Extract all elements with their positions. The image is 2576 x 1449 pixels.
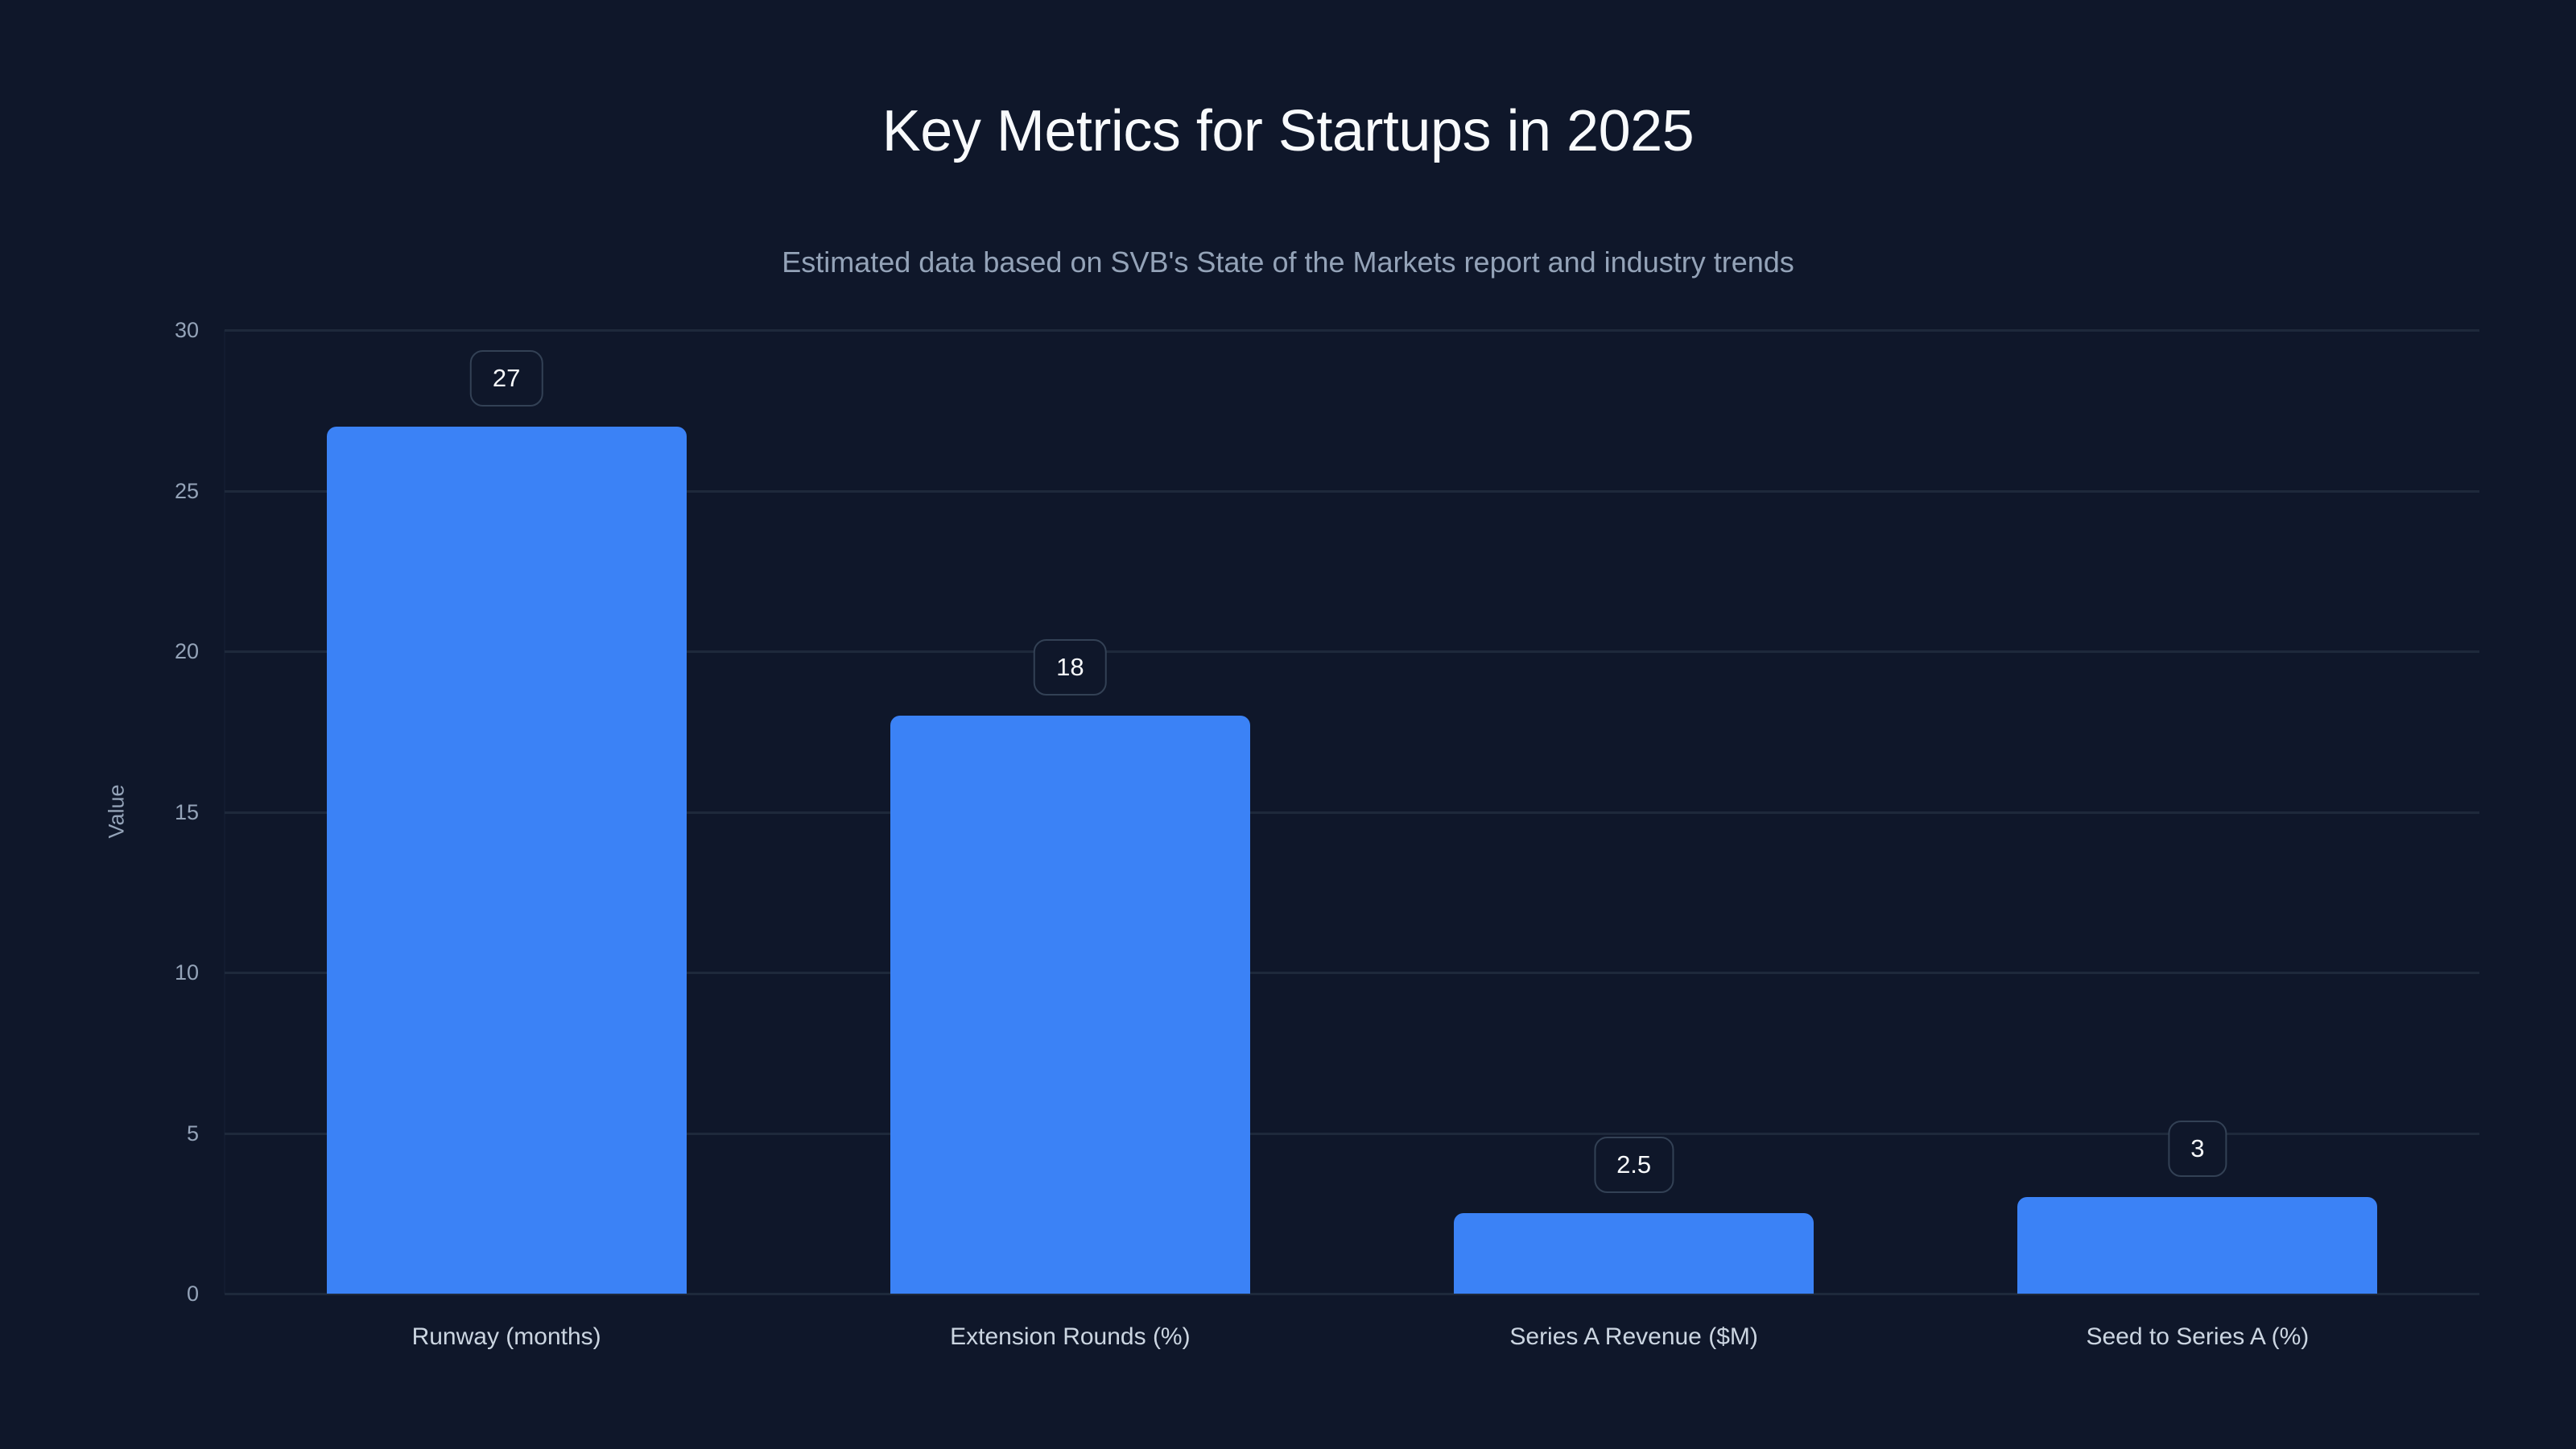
data-label-badge: 27 bbox=[469, 349, 543, 407]
chart-title: Key Metrics for Startups in 2025 bbox=[881, 99, 1695, 163]
gridline bbox=[225, 1132, 2479, 1135]
y-tick-label: 10 bbox=[174, 960, 199, 985]
data-label-badge: 3 bbox=[2168, 1121, 2227, 1178]
chart-subtitle: Estimated data based on SVB's State of t… bbox=[782, 246, 1794, 279]
bar[interactable] bbox=[1454, 1213, 1814, 1294]
y-tick-label: 25 bbox=[174, 478, 199, 503]
y-tick-label: 0 bbox=[186, 1282, 199, 1306]
x-category-label: Extension Rounds (%) bbox=[950, 1323, 1191, 1350]
bar[interactable] bbox=[326, 426, 687, 1294]
gridline bbox=[225, 329, 2479, 332]
bar[interactable] bbox=[890, 715, 1250, 1294]
y-tick-label: 15 bbox=[174, 799, 199, 824]
x-category-label: Series A Revenue ($M) bbox=[1509, 1323, 1758, 1350]
x-category-label: Runway (months) bbox=[411, 1323, 601, 1350]
data-label-badge: 2.5 bbox=[1594, 1137, 1674, 1194]
gridline bbox=[225, 489, 2479, 493]
data-label-badge: 18 bbox=[1034, 638, 1107, 696]
bar[interactable] bbox=[2017, 1197, 2378, 1294]
gridline bbox=[225, 811, 2479, 814]
y-tick-label: 30 bbox=[174, 318, 199, 342]
gridline bbox=[225, 650, 2479, 653]
y-tick-label: 5 bbox=[186, 1121, 199, 1146]
gridline bbox=[225, 1293, 2479, 1295]
plot-area: 0 5 10 15 20 25 30 27 18 2.5 3 bbox=[175, 318, 2479, 1306]
x-category-label: Seed to Series A (%) bbox=[2086, 1323, 2310, 1350]
gridline bbox=[225, 972, 2479, 974]
y-tick-label: 20 bbox=[174, 639, 199, 663]
